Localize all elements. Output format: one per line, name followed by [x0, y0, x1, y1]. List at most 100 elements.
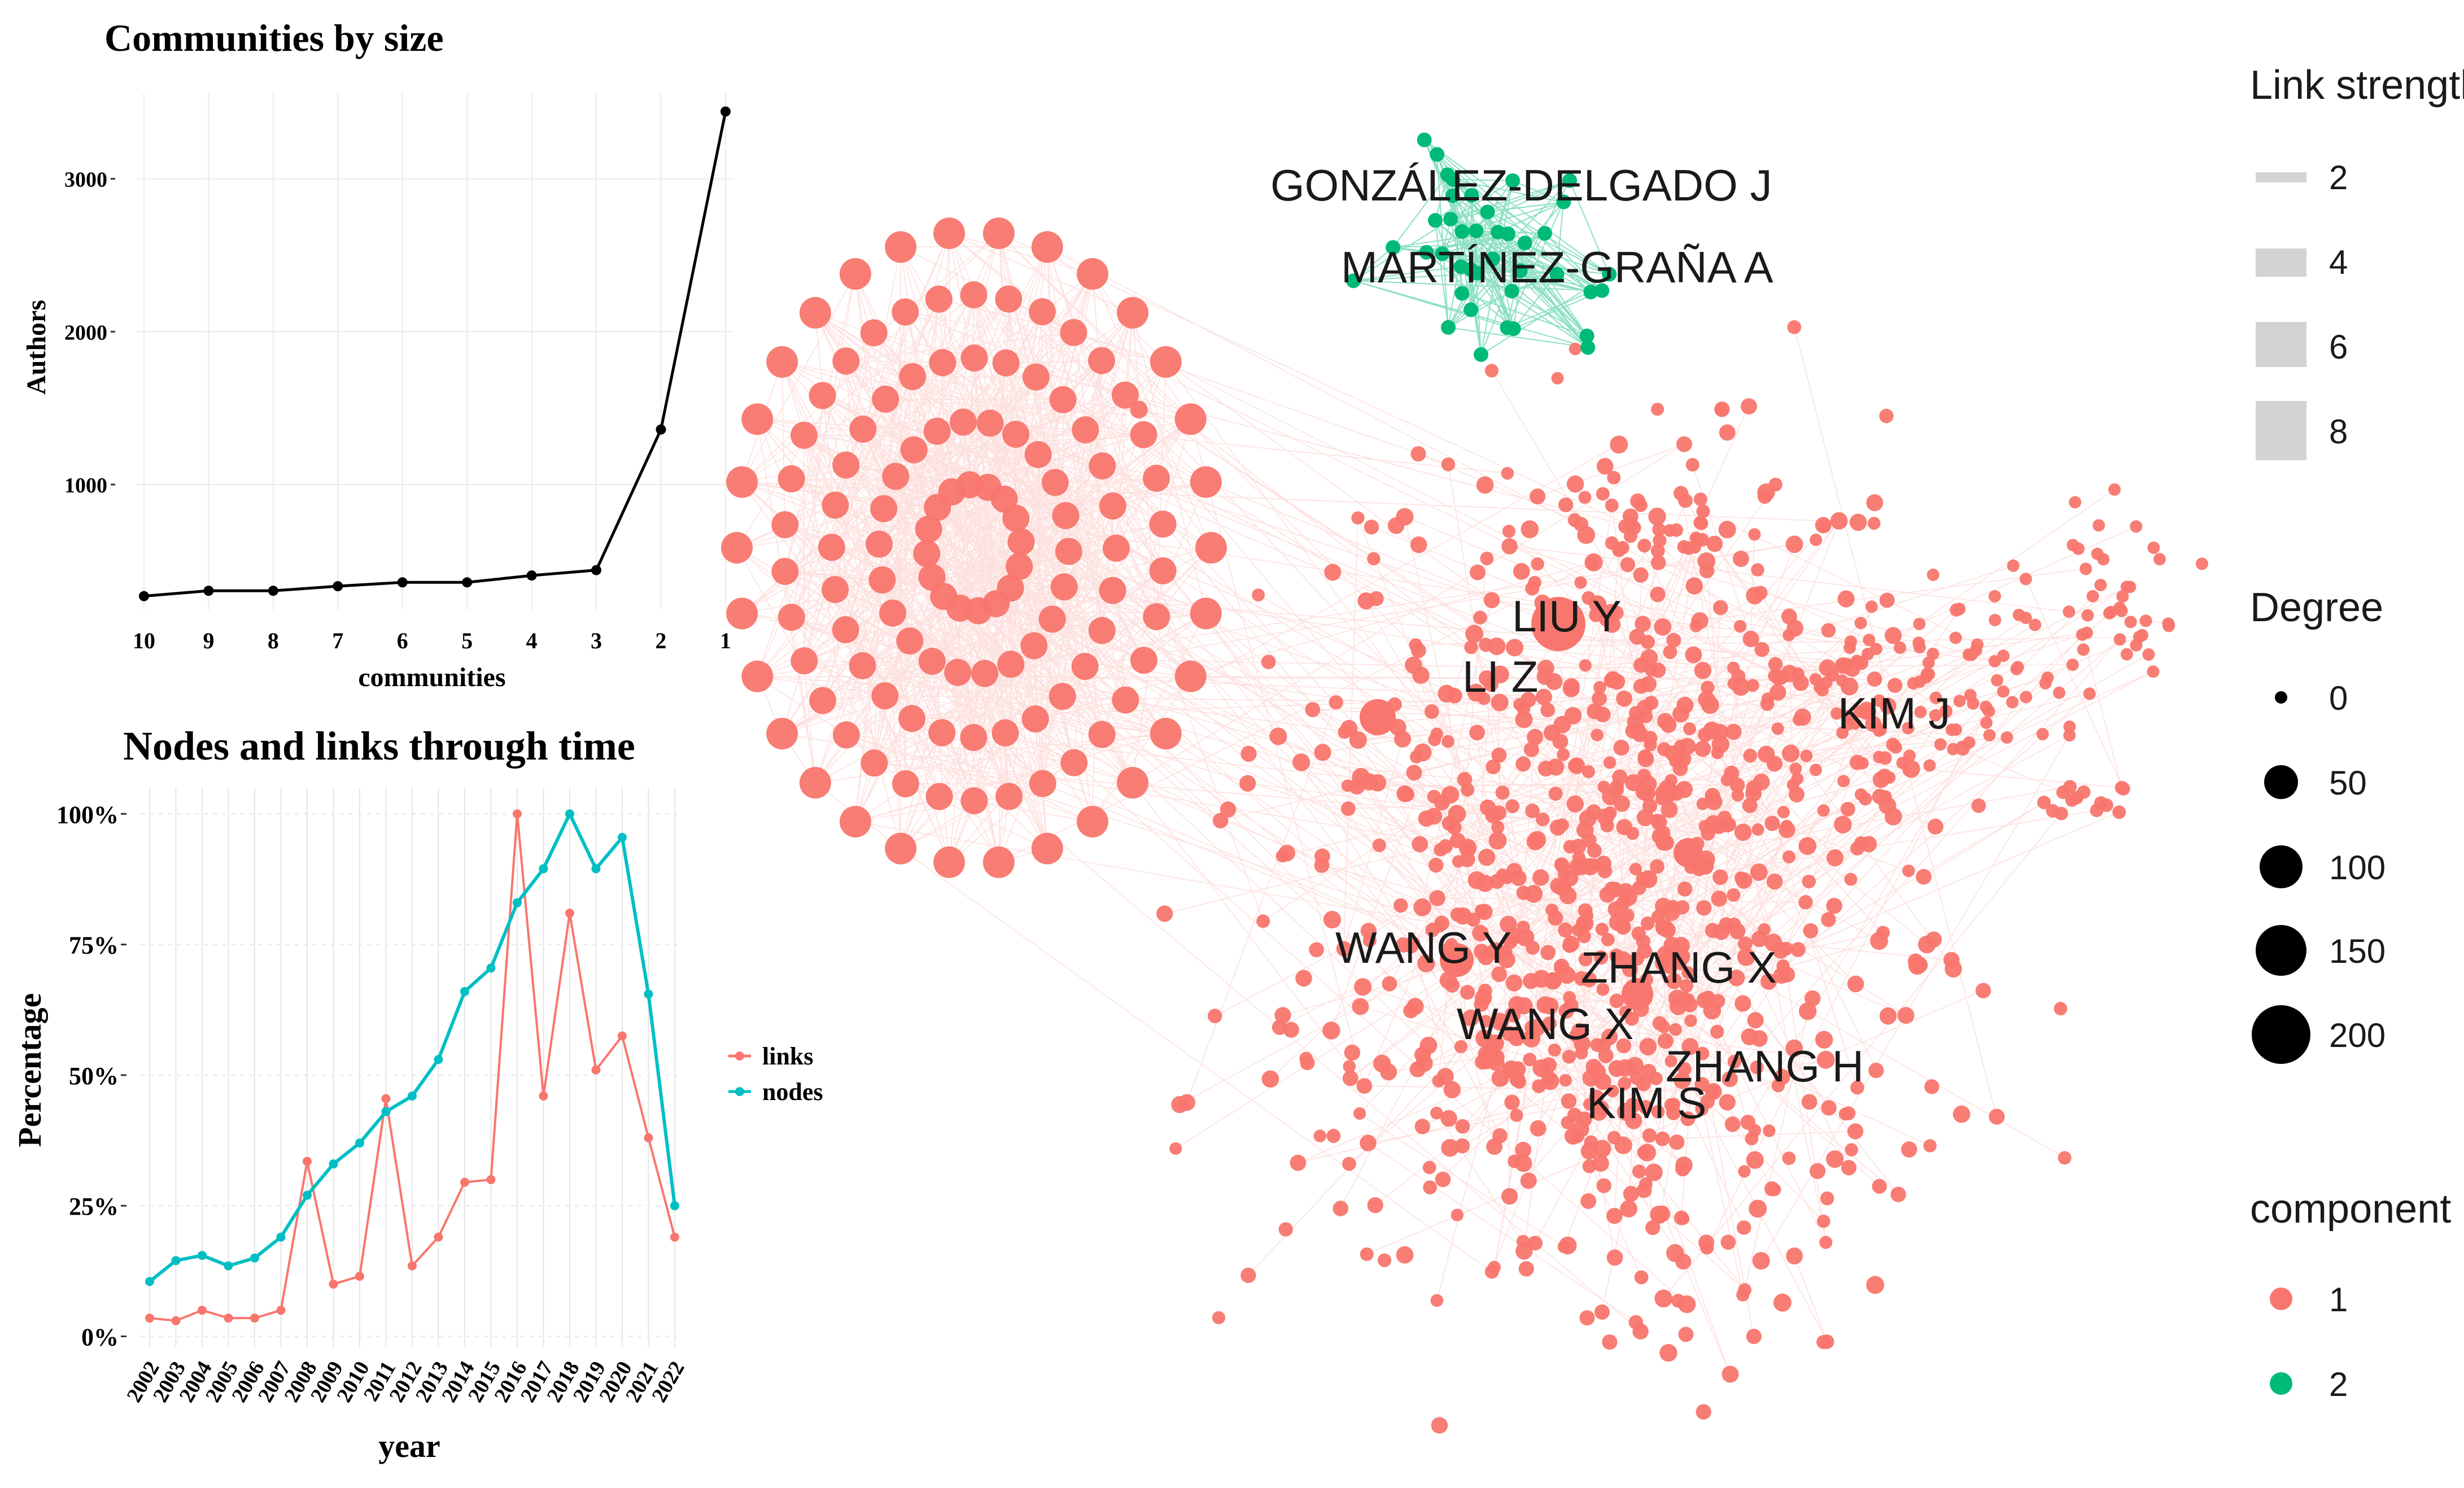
network-node [1918, 935, 1936, 954]
network-node [1843, 642, 1856, 654]
network-node [1486, 759, 1501, 775]
network-node [1589, 608, 1604, 622]
network-node [1117, 767, 1149, 799]
network-node [1727, 888, 1741, 902]
network-node [1566, 795, 1584, 813]
network-node [1530, 1120, 1546, 1137]
network-node [1530, 488, 1546, 505]
legend-degree-200: 200 [2329, 1016, 2386, 1054]
network-node [1515, 1242, 1533, 1260]
network-node [1498, 951, 1515, 968]
network-node [1536, 996, 1554, 1014]
network-node [2086, 590, 2099, 603]
network-node [1742, 630, 1759, 648]
network-node [1567, 1107, 1582, 1122]
chart1-point [526, 570, 537, 581]
network-node-component2 [1464, 187, 1479, 203]
network-node [1866, 1276, 1885, 1294]
network-node [1754, 642, 1770, 657]
network-node [1515, 997, 1533, 1015]
network-node [1675, 900, 1690, 915]
network-node [1913, 675, 1926, 688]
network-node [1582, 765, 1595, 779]
network-node [2090, 804, 2104, 818]
network-node [1947, 743, 1960, 756]
network-node [1589, 1089, 1604, 1105]
network-node [1711, 891, 1728, 907]
network-node [1841, 658, 1854, 671]
network-node [1364, 520, 1379, 535]
network-node-component2 [1469, 223, 1484, 238]
network-node [1352, 767, 1370, 786]
network-node [1515, 1141, 1532, 1158]
network-node [1615, 919, 1631, 935]
network-node [1926, 568, 1939, 581]
chart2-links-point [381, 1094, 391, 1103]
network-node-component2 [1346, 273, 1361, 289]
network-node [1578, 491, 1592, 504]
network-node [1782, 850, 1795, 863]
network-node [2063, 605, 2076, 618]
network-node [777, 465, 805, 492]
network-node [1491, 966, 1508, 983]
network-node [1479, 670, 1495, 687]
network-node [1559, 1074, 1572, 1087]
network-node [2139, 614, 2152, 627]
network-node [1473, 610, 1487, 625]
network-node [2066, 658, 2079, 671]
network-node [1441, 735, 1454, 748]
network-node-component2 [1594, 283, 1610, 298]
network-node [1876, 926, 1890, 940]
network-node [809, 687, 837, 714]
network-node [2006, 696, 2019, 709]
network-node [1748, 528, 1761, 541]
chart2-nodes-point [670, 1201, 679, 1211]
network-node [849, 652, 876, 679]
network-node [1722, 1071, 1738, 1088]
network-node [1410, 446, 1426, 462]
network-node [1476, 476, 1494, 494]
network-node [1731, 789, 1745, 802]
network-node [1872, 1179, 1887, 1194]
network-node [1616, 819, 1633, 835]
network-node [1342, 1070, 1358, 1086]
legend-degree-key-50 [2264, 765, 2298, 799]
network-node [1625, 1112, 1642, 1129]
network-node [1801, 1094, 1818, 1110]
network-node [1537, 761, 1554, 777]
network-node [1836, 674, 1849, 687]
network-node [1614, 1136, 1632, 1154]
node-label-kim-s: KIM S [1587, 1078, 1706, 1128]
chart2-links-point [329, 1279, 338, 1289]
network-node [1736, 1220, 1751, 1235]
chart2-nodes-point [381, 1107, 391, 1116]
network-node [1149, 557, 1177, 584]
network-node [1446, 687, 1462, 704]
network-node [1751, 823, 1764, 836]
network-node [1740, 1115, 1756, 1130]
network-node [1655, 1131, 1670, 1146]
network-node [1750, 1060, 1764, 1075]
network-node [1666, 973, 1683, 989]
network-node [898, 705, 926, 732]
network-node [1738, 1165, 1751, 1178]
chart2-nodes-point [224, 1261, 233, 1271]
network-node [1737, 936, 1753, 952]
network-node [2053, 686, 2066, 699]
network-node [1685, 577, 1703, 595]
network-node [1591, 728, 1604, 741]
network-node [1804, 990, 1821, 1007]
network-node [1636, 1076, 1651, 1092]
network-node [2130, 639, 2143, 652]
network-node [1889, 741, 1902, 754]
network-node [1661, 801, 1678, 818]
network-node [1750, 863, 1768, 881]
network-node [1657, 1033, 1674, 1049]
network-node [1653, 534, 1667, 548]
network-node [1504, 1094, 1520, 1110]
legend-link-strength-title: Link strength [2250, 63, 2464, 108]
network-node [1850, 654, 1863, 667]
network-node [1573, 857, 1591, 875]
network-node [1654, 1289, 1673, 1308]
network-node [2112, 805, 2126, 819]
